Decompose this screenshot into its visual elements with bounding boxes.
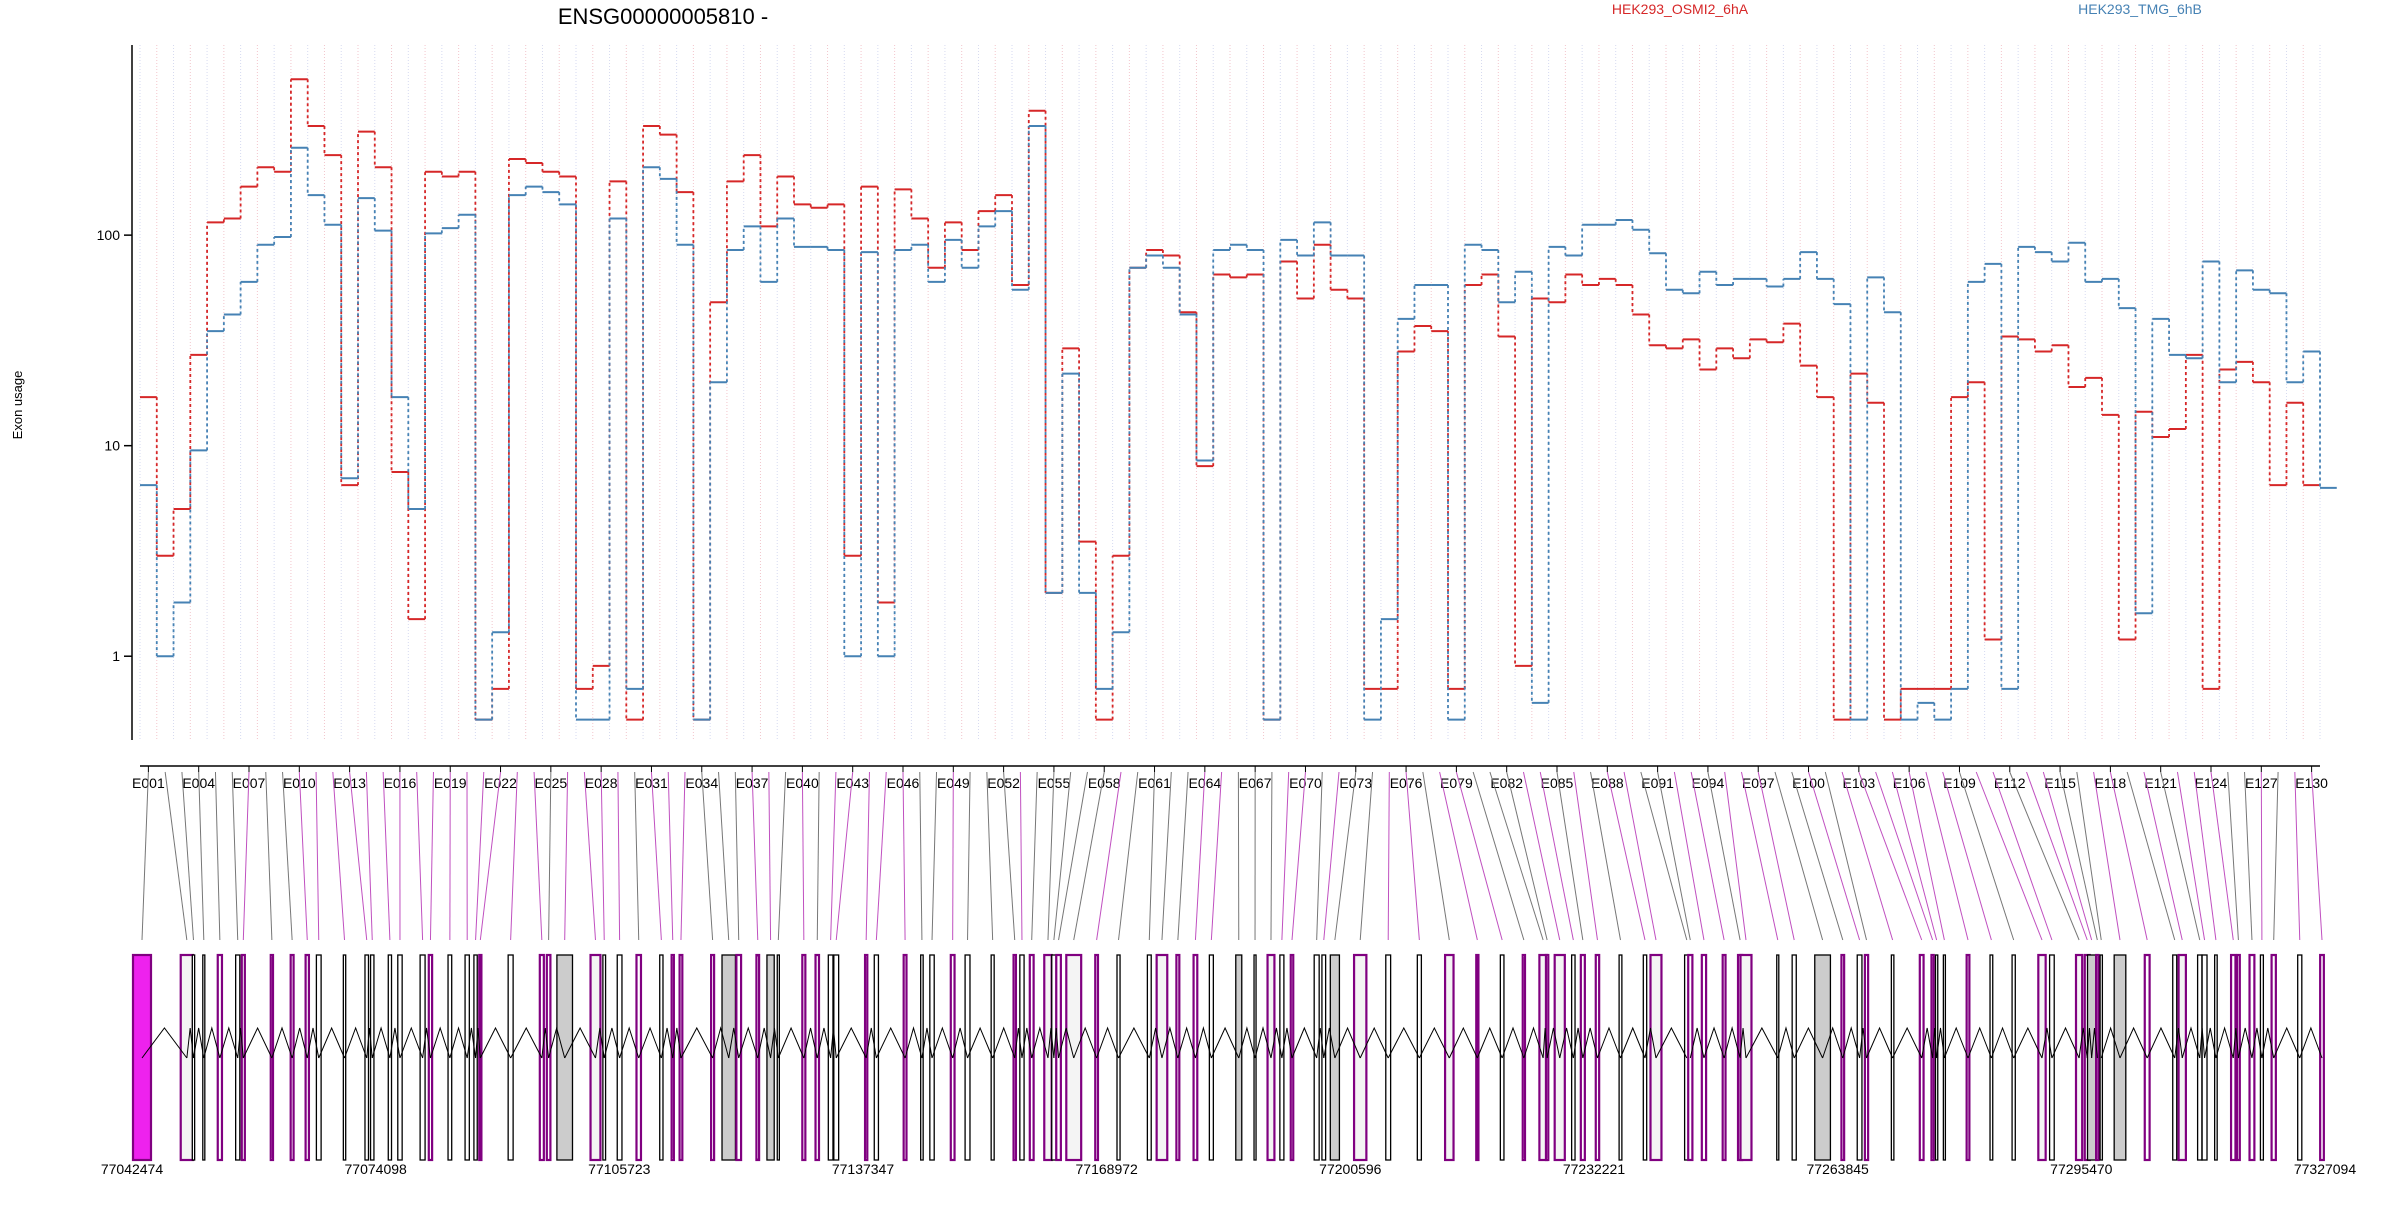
y-tick-label: 1	[112, 648, 120, 664]
y-tick-label: 100	[97, 227, 121, 243]
exon-connector	[953, 772, 954, 940]
y-tick-label: 10	[104, 438, 120, 454]
legend-entry-osmi2: HEK293_OSMI2_6hA	[1612, 1, 1749, 17]
x-tick-label: E118	[2095, 775, 2127, 791]
x-tick-label: E070	[1289, 775, 1322, 791]
x-tick-label: E094	[1692, 775, 1725, 791]
legend-entry-tmg: HEK293_TMG_6hB	[2078, 1, 2202, 17]
x-tick-label: E115	[2044, 775, 2076, 791]
y-axis-label: Exon usage	[10, 371, 25, 440]
coordinate-label: 77232221	[1563, 1161, 1626, 1177]
x-tick-label: E109	[1943, 775, 1976, 791]
coordinate-label: 77042474	[101, 1161, 164, 1177]
coordinate-label: 77137347	[832, 1161, 895, 1177]
x-tick-label: E124	[2195, 775, 2228, 791]
x-tick-label: E106	[1893, 775, 1926, 791]
x-tick-label: E079	[1440, 775, 1473, 791]
chart-title: ENSG00000005810 -	[558, 4, 768, 29]
x-tick-label: E073	[1339, 775, 1372, 791]
x-tick-label: E058	[1088, 775, 1121, 791]
x-tick-label: E043	[836, 775, 869, 791]
coordinate-label: 77168972	[1076, 1161, 1139, 1177]
coordinate-label: 77263845	[1807, 1161, 1870, 1177]
x-tick-label: E085	[1541, 775, 1574, 791]
coordinate-label: 77105723	[588, 1161, 651, 1177]
x-tick-label: E091	[1641, 775, 1674, 791]
coordinate-label: 77200596	[1319, 1161, 1382, 1177]
x-tick-label: E022	[484, 775, 517, 791]
exon-connector	[2261, 772, 2262, 940]
x-tick-label: E121	[2144, 775, 2177, 791]
x-tick-label: E088	[1591, 775, 1624, 791]
coordinate-label: 77327094	[2294, 1161, 2357, 1177]
coordinate-label: 77295470	[2050, 1161, 2113, 1177]
coordinate-label: 77074098	[345, 1161, 408, 1177]
x-tick-label: E097	[1742, 775, 1775, 791]
